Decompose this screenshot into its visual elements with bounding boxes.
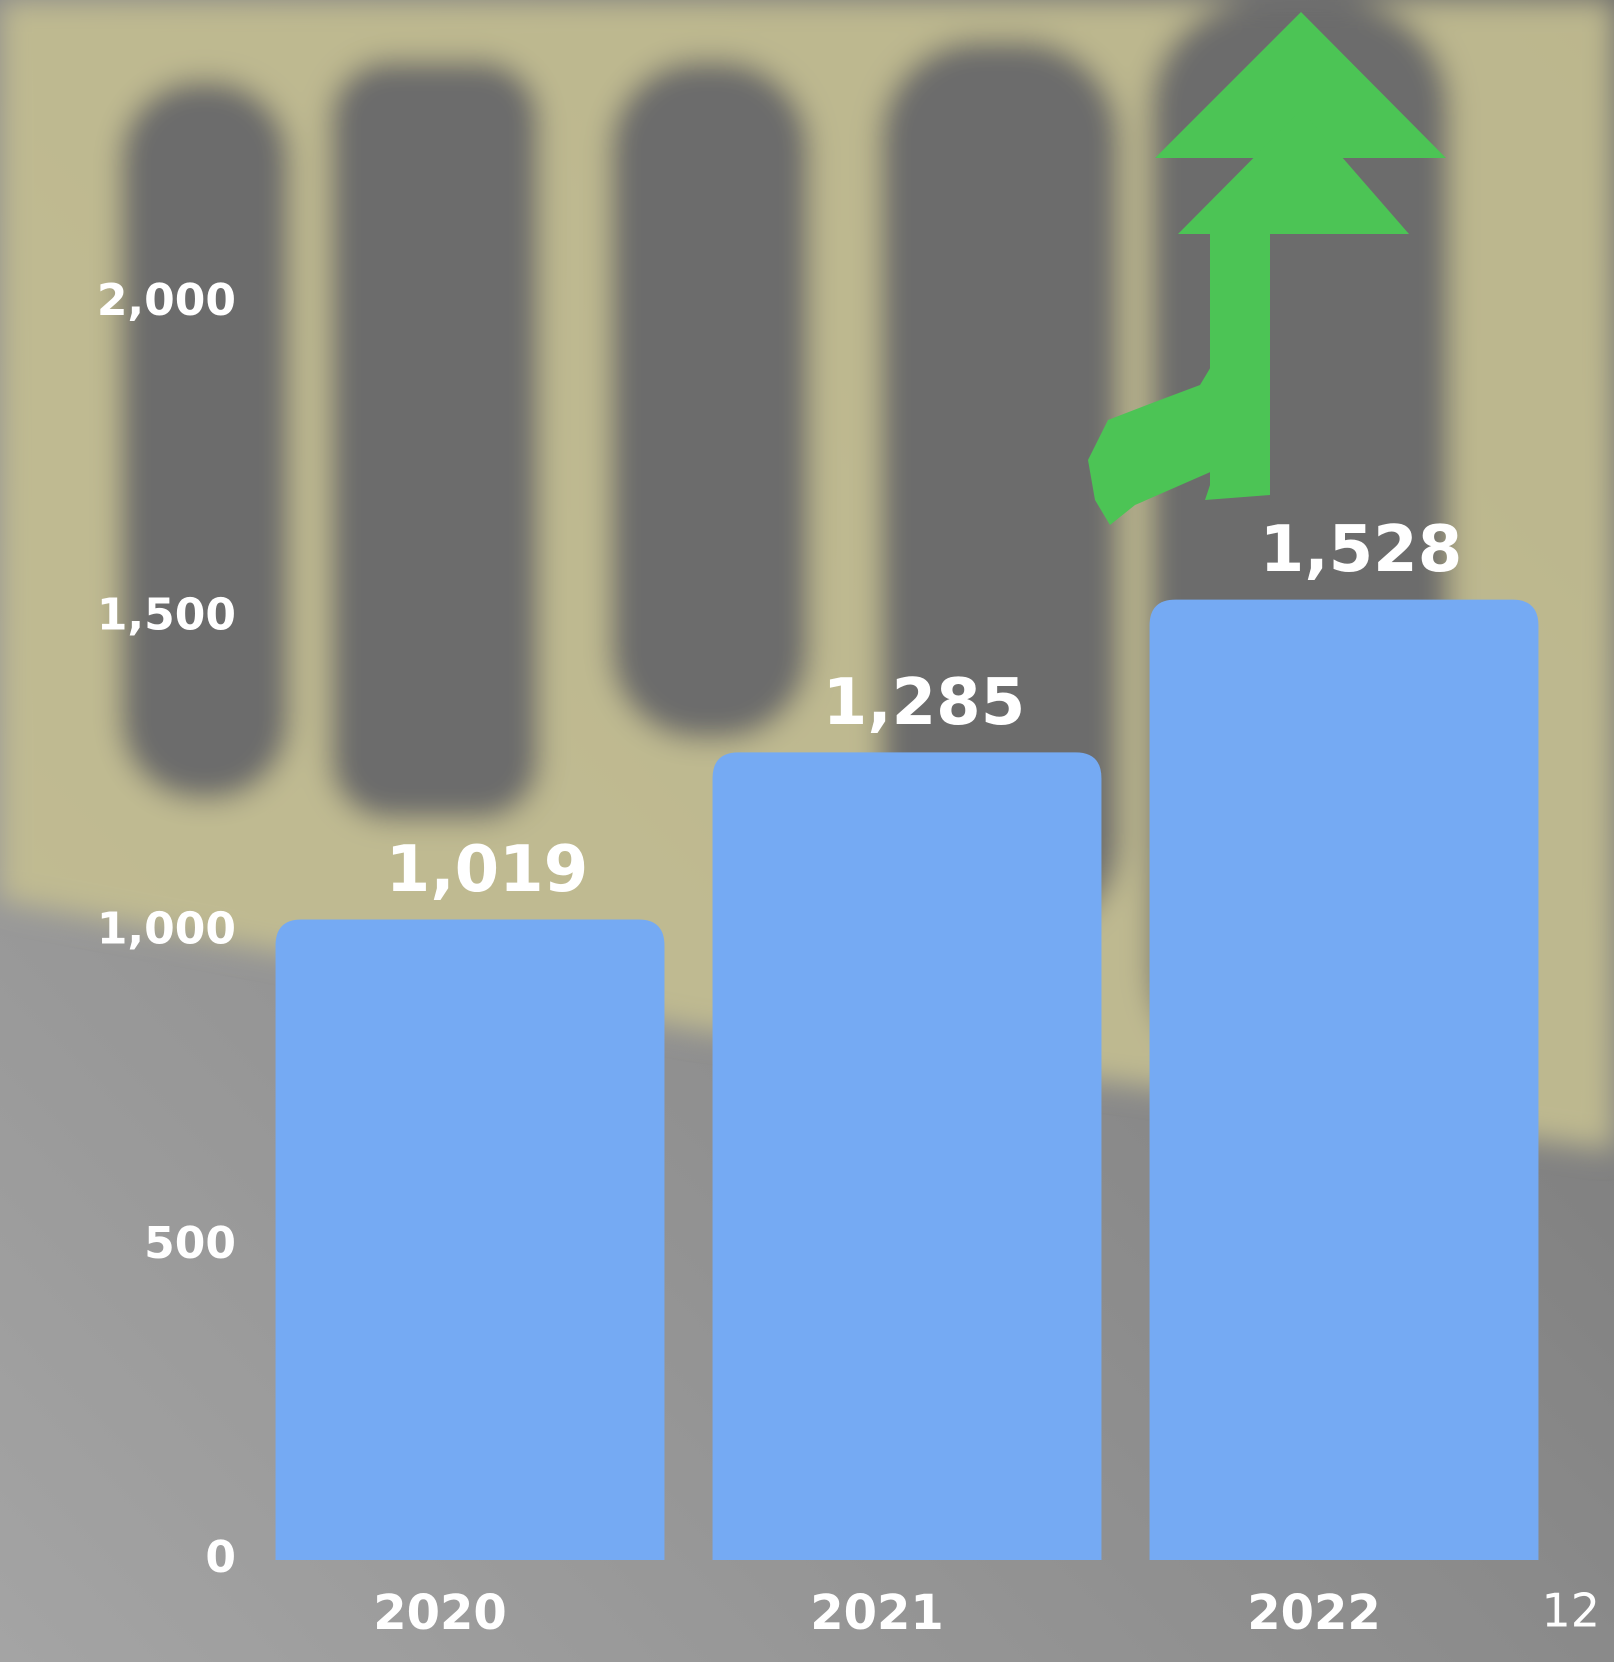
growth-icon — [1088, 12, 1446, 525]
value-label: 1,528 — [1260, 513, 1462, 587]
page-number: 12 — [1541, 1584, 1600, 1638]
bar — [712, 752, 1102, 1560]
x-tick-label: 2021 — [810, 1585, 944, 1641]
y-tick-label: 0 — [205, 1532, 236, 1583]
y-tick-label: 2,000 — [97, 275, 236, 326]
x-tick-label: 2022 — [1247, 1585, 1381, 1641]
y-tick-label: 500 — [144, 1218, 236, 1269]
bar — [1149, 599, 1539, 1560]
bar — [275, 919, 665, 1560]
value-label: 1,019 — [386, 833, 588, 907]
value-label: 1,285 — [823, 666, 1025, 740]
y-tick-label: 1,500 — [97, 589, 236, 640]
y-tick-label: 1,000 — [97, 904, 236, 955]
x-tick-label: 2020 — [373, 1585, 507, 1641]
